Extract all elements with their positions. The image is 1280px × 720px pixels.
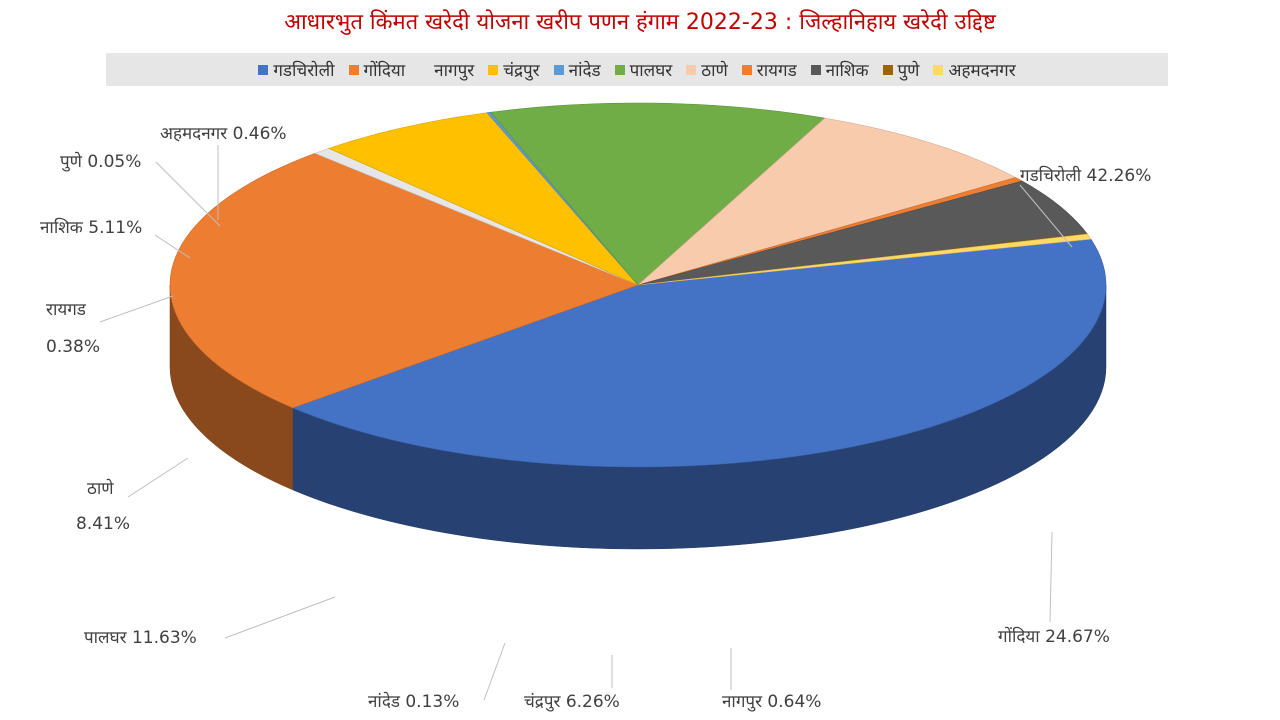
data-label-palghar: पालघर 11.63% — [84, 628, 197, 648]
leader-line-1 — [1049, 531, 1053, 623]
leader-line-6 — [127, 457, 189, 498]
legend-swatch — [553, 64, 564, 75]
chart-legend: गडचिरोली गोंदिया नागपुर चंद्रपुर नांदेड … — [106, 53, 1168, 86]
legend-label: रायगड — [756, 61, 797, 81]
legend-item: रायगड — [741, 58, 797, 81]
legend-swatch — [348, 64, 359, 75]
legend-label: नागपुर — [434, 61, 475, 81]
pie-slice-8 — [637, 180, 1088, 286]
data-label-chandrapur: चंद्रपुर 6.26% — [524, 692, 620, 712]
pie-3d — [169, 102, 1107, 550]
legend-item: नांदेड — [553, 58, 601, 81]
legend-label: पुणे — [897, 61, 920, 81]
legend-item: गडचिरोली — [258, 58, 335, 81]
data-label-nanded: नांदेड 0.13% — [368, 691, 459, 712]
legend-swatch — [258, 64, 269, 75]
data-label-pune: पुणे 0.05% — [60, 151, 141, 172]
legend-item: ठाणे — [686, 58, 728, 81]
pie-slice-3 — [327, 112, 639, 286]
legend-swatch — [614, 64, 625, 75]
pie-slice-6 — [637, 117, 1017, 286]
pie-slice-1 — [169, 152, 639, 409]
chart-title: आधारभुत किंमत खरेदी योजना खरीप पणन हंगाम… — [284, 10, 996, 35]
leader-line-0 — [1019, 184, 1073, 248]
data-label-thane-name: ठाणे — [87, 478, 114, 499]
data-label-raigad-name: रायगड — [46, 300, 87, 320]
legend-item: अहमदनगर — [933, 58, 1016, 81]
legend-item: पालघर — [614, 58, 673, 81]
leader-line-8 — [154, 234, 191, 259]
legend-swatch — [488, 64, 499, 75]
data-label-gondia: गोंदिया 24.67% — [998, 626, 1110, 647]
legend-item: गोंदिया — [348, 58, 406, 81]
leader-line-4 — [483, 642, 506, 701]
leader-line-9 — [155, 161, 221, 227]
legend-label: नाशिक — [825, 61, 869, 81]
legend-label: नांदेड — [568, 61, 601, 81]
legend-swatch — [810, 64, 821, 75]
legend-item: नागपुर — [419, 58, 474, 81]
legend-item: पुणे — [882, 58, 920, 81]
legend-swatch — [882, 64, 893, 75]
data-label-nagpur: नागपुर 0.64% — [722, 692, 821, 712]
leader-line-7 — [99, 295, 174, 323]
legend-label: पालघर — [629, 61, 673, 81]
pie-slice-5 — [490, 102, 826, 286]
pie-slice-10 — [637, 233, 1092, 286]
leader-line-5 — [224, 596, 336, 639]
legend-item: चंद्रपुर — [488, 58, 540, 81]
data-label-ahmednagar: अहमदनगर 0.46% — [160, 124, 287, 144]
legend-swatch — [419, 64, 430, 75]
data-label-raigad-value: 0.38% — [46, 337, 100, 357]
legend-label: ठाणे — [701, 61, 728, 81]
pie-slice-0 — [291, 238, 1107, 468]
data-label-nashik: नाशिक 5.11% — [40, 217, 142, 238]
data-label-thane-value: 8.41% — [76, 514, 130, 534]
data-labels: गडचिरोली 42.26% गोंदिया 24.67% नागपुर 0.… — [40, 124, 1151, 712]
legend-swatch — [741, 64, 752, 75]
legend-label: गोंदिया — [363, 61, 406, 81]
leader-lines — [99, 145, 1073, 701]
legend-label: गडचिरोली — [273, 61, 335, 81]
legend-item: नाशिक — [810, 58, 869, 81]
legend-swatch — [933, 64, 944, 75]
legend-swatch — [686, 64, 697, 75]
data-label-gadchiroli: गडचिरोली 42.26% — [1020, 165, 1151, 186]
legend-label: अहमदनगर — [948, 61, 1016, 81]
legend-label: चंद्रपुर — [503, 61, 540, 81]
